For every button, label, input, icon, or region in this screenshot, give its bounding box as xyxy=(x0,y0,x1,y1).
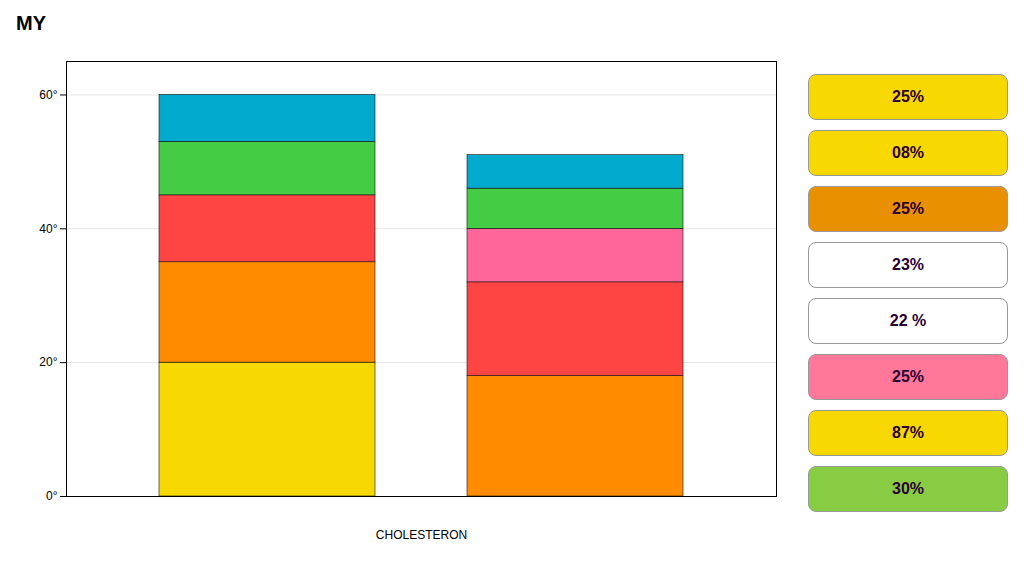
html-text:25%: 25% xyxy=(892,87,924,105)
svg-text:60°: 60° xyxy=(39,88,57,102)
html-text:22 %: 22 % xyxy=(889,311,927,329)
svg-text:CHOLESTERON: CHOLESTERON xyxy=(376,528,467,542)
svg-text:40°: 40° xyxy=(39,222,57,236)
html-text:25%: 25% xyxy=(892,367,924,385)
svg-text:20°: 20° xyxy=(39,355,57,369)
html-text:25%: 25% xyxy=(892,199,924,217)
html-text:23%: 23% xyxy=(892,255,924,273)
html-text:08%: 08% xyxy=(892,143,924,161)
html-text:30%: 30% xyxy=(892,479,924,497)
svg-text:0°: 0° xyxy=(46,489,58,503)
html-text:MY: MY xyxy=(16,12,46,34)
html-text:87%: 87% xyxy=(892,423,924,441)
